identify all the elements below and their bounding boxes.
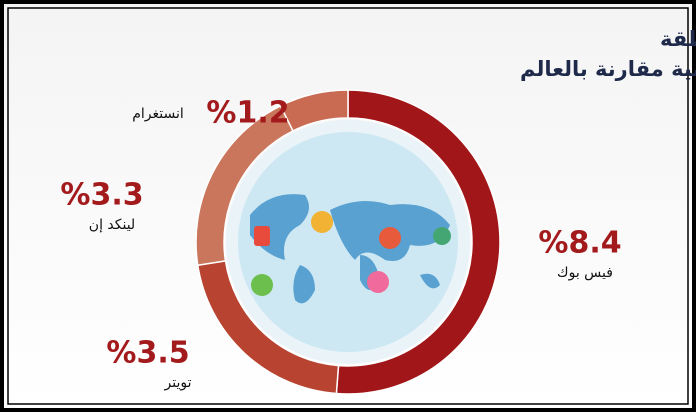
category-label: تويتر [164,375,192,391]
title-line: العربية مقارنة بالعالم [520,57,696,81]
category-label: فيس بوك [557,265,613,281]
world-map [250,194,450,304]
value-label: %1.2 [206,96,289,131]
category-label: لينكد إن [89,217,135,233]
icon [379,227,401,249]
donut [195,89,501,395]
icon [433,227,451,245]
donut-segment [279,89,349,132]
icon [251,274,273,296]
category-label: انستغرام [132,106,184,122]
icon [311,211,333,233]
value-label: %3.3 [60,178,143,213]
inner-frame [7,7,689,405]
title-line: نسبة مستخدمي وسائل التواصل الاجتماعي في … [660,27,696,51]
value-label: %8.4 [538,226,621,261]
center-map [226,120,470,364]
value-label: %3.5 [106,336,189,371]
icon [367,271,389,293]
icon [254,226,270,246]
